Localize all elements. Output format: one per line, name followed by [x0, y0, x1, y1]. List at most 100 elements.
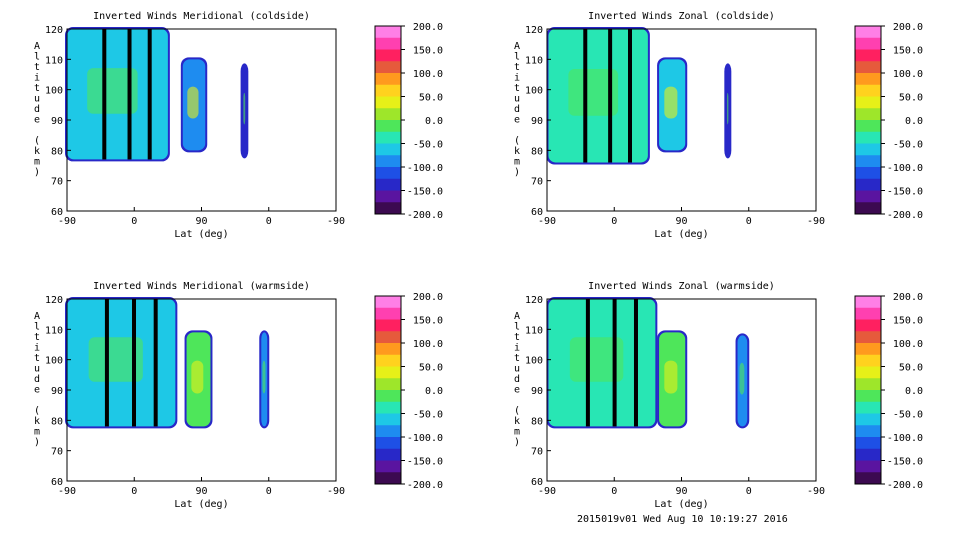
x-tick-label: 90 [675, 216, 687, 227]
colorbar-tick-label: -50.0 [413, 140, 443, 151]
contour-band [612, 299, 617, 427]
colorbar-swatch [855, 120, 881, 133]
colorbar-swatch [855, 343, 881, 356]
y-tick-label: 110 [45, 325, 63, 336]
colorbar-tick-label: -200.0 [887, 210, 923, 221]
y-axis-label-char: l [34, 52, 40, 63]
y-axis-label-char: e [514, 385, 520, 396]
colorbar-tick-label: 50.0 [419, 363, 443, 374]
x-tick-label: 0 [131, 216, 137, 227]
y-axis-label-char: t [514, 62, 520, 73]
colorbar-swatch [855, 448, 881, 461]
x-tick-label: -90 [538, 486, 556, 497]
colorbar-tick-label: 150.0 [413, 46, 443, 57]
colorbar-swatch [375, 37, 401, 50]
colorbar-tick-label: 50.0 [899, 93, 923, 104]
colorbar-tick-label: 0.0 [425, 386, 443, 397]
y-axis-label-char: m [34, 157, 40, 168]
colorbar-tick-label: -200.0 [407, 480, 443, 491]
y-axis-label-char: A [34, 41, 40, 52]
colorbar-tick-label: -50.0 [893, 140, 923, 151]
y-tick-label: 110 [45, 55, 63, 66]
colorbar-swatch [855, 155, 881, 168]
colorbar-swatch [375, 319, 401, 332]
colorbar-swatch [855, 472, 881, 485]
colorbar-tick-label: 150.0 [893, 316, 923, 327]
y-axis-label-char: u [34, 94, 40, 105]
contour-core [664, 86, 678, 119]
colorbar-swatch [855, 354, 881, 367]
contour-core [726, 92, 729, 125]
x-tick-label: -90 [327, 486, 345, 497]
colorbar-swatch [855, 84, 881, 97]
y-axis-label-char: m [34, 427, 40, 438]
y-axis-label-char: ( [34, 406, 40, 417]
colorbar-tick-label: 100.0 [893, 69, 923, 80]
colorbar-swatch [855, 296, 881, 309]
y-axis-label-char: e [34, 385, 40, 396]
y-tick-label: 60 [531, 477, 543, 488]
colorbar-tick-label: -150.0 [887, 187, 923, 198]
contour-core [88, 337, 143, 382]
colorbar-swatch [855, 319, 881, 332]
y-tick-label: 100 [45, 356, 63, 367]
contour-band [104, 299, 109, 427]
y-axis-label-char: A [34, 311, 40, 322]
colorbar-swatch [855, 178, 881, 191]
colorbar-swatch [375, 73, 401, 86]
y-axis-label-char: d [34, 104, 40, 115]
x-axis-label: Lat (deg) [174, 229, 228, 240]
colorbar-swatch [855, 96, 881, 109]
colorbar-tick-label: 100.0 [413, 69, 443, 80]
colorbar-swatch [375, 296, 401, 309]
colorbar-swatch [375, 425, 401, 438]
x-tick-label: -90 [807, 486, 825, 497]
contour-band [585, 299, 590, 427]
colorbar-swatch [855, 331, 881, 344]
contour-core [191, 360, 204, 394]
colorbar-tick-label: -200.0 [407, 210, 443, 221]
colorbar-swatch [855, 307, 881, 320]
colorbar-swatch [375, 460, 401, 473]
colorbar-tick-label: 200.0 [893, 22, 923, 33]
colorbar-swatch [375, 61, 401, 74]
y-axis-label-char: l [514, 52, 520, 63]
colorbar-tick-label: 150.0 [413, 316, 443, 327]
colorbar-swatch [375, 84, 401, 97]
colorbar-swatch [855, 190, 881, 203]
y-tick-label: 90 [531, 386, 543, 397]
y-axis-label-char: d [514, 374, 520, 385]
y-tick-label: 120 [525, 25, 543, 36]
colorbar-swatch [375, 413, 401, 426]
colorbar-swatch [375, 155, 401, 168]
x-tick-label: 0 [746, 216, 752, 227]
y-axis-label-char: l [34, 322, 40, 333]
x-tick-label: -90 [807, 216, 825, 227]
y-tick-label: 60 [51, 207, 63, 218]
colorbar-swatch [375, 131, 401, 144]
y-axis-label-char: k [34, 146, 40, 157]
y-axis-label-char: ( [34, 136, 40, 147]
y-tick-label: 70 [531, 177, 543, 188]
contour-band [608, 29, 613, 163]
contour-band [627, 29, 632, 163]
y-axis-label-char: i [514, 343, 520, 354]
colorbar-swatch [855, 425, 881, 438]
colorbar-swatch [375, 366, 401, 379]
y-axis-label-char: ( [514, 406, 520, 417]
y-axis-label-char: k [514, 146, 520, 157]
colorbar-tick-label: -200.0 [887, 480, 923, 491]
colorbar-tick-label: -100.0 [887, 163, 923, 174]
colorbar-swatch [855, 366, 881, 379]
y-tick-label: 100 [45, 86, 63, 97]
colorbar-swatch [375, 143, 401, 156]
x-tick-label: -90 [538, 216, 556, 227]
colorbar-swatch [375, 343, 401, 356]
y-axis-label-char: i [514, 73, 520, 84]
colorbar-swatch [855, 61, 881, 74]
colorbar-tick-label: -100.0 [407, 433, 443, 444]
colorbar-swatch [855, 378, 881, 391]
colorbar-swatch [855, 437, 881, 450]
colorbar-tick-label: -150.0 [407, 457, 443, 468]
contour-band [147, 29, 152, 160]
